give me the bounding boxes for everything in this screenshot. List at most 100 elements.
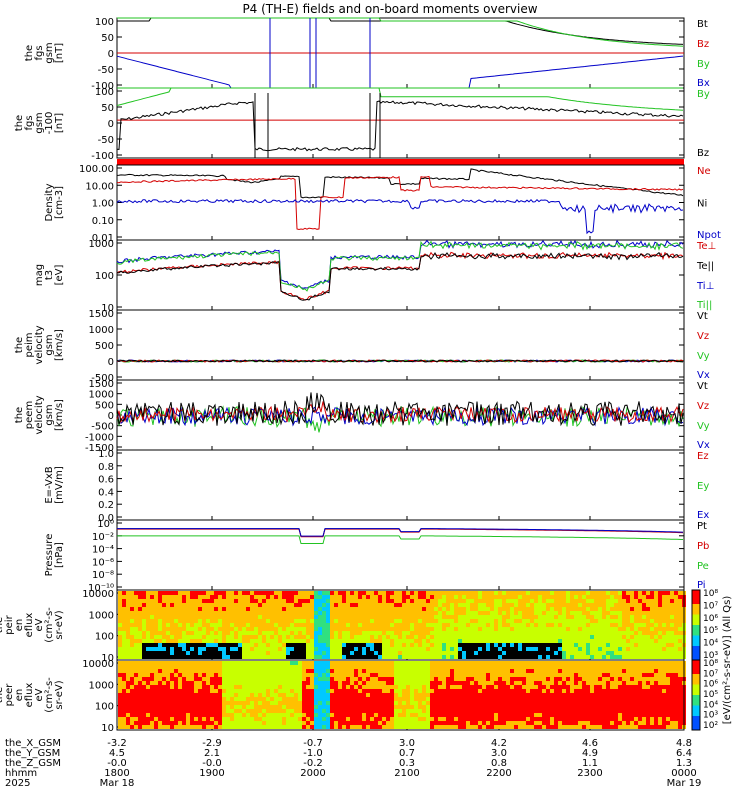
spec-cell: [514, 697, 518, 701]
spec-cell: [154, 655, 158, 659]
spec-cell: [346, 615, 350, 619]
spec-cell: [466, 643, 470, 647]
spec-cell: [350, 685, 354, 689]
spec-cell: [274, 725, 278, 729]
ytick-label: 10.00: [85, 181, 114, 192]
xaxis-value: -0.2: [303, 758, 323, 769]
spec-cell: [526, 725, 530, 729]
spec-cell: [398, 689, 402, 693]
spec-cell: [610, 725, 614, 729]
spec-cell: [346, 677, 350, 681]
spec-cell: [402, 647, 406, 651]
spec-cell: [366, 615, 370, 619]
spec-cell: [498, 717, 502, 721]
spec-cell: [190, 705, 194, 709]
spec-cell: [478, 619, 482, 623]
xaxis-row-label: 2025: [5, 778, 30, 789]
spec-cell: [126, 701, 130, 705]
spec-cell: [134, 677, 138, 681]
spec-cell: [298, 685, 302, 689]
spec-cell: [282, 713, 286, 717]
spec-cell: [614, 631, 618, 635]
spec-cell: [582, 701, 586, 705]
spec-cell: [386, 717, 390, 721]
spec-cell: [626, 721, 630, 725]
spec-cell: [150, 713, 154, 717]
spec-cell: [474, 717, 478, 721]
spec-cell: [350, 655, 354, 659]
spec-cell: [234, 673, 238, 677]
spec-cell: [266, 599, 270, 603]
spec-cell: [234, 595, 238, 599]
spec-cell: [118, 685, 122, 689]
spec-cell: [318, 689, 322, 693]
spec-cell: [462, 635, 466, 639]
spec-cell: [254, 643, 258, 647]
spec-cell: [258, 599, 262, 603]
spec-cell: [582, 725, 586, 729]
spec-cell: [602, 685, 606, 689]
spec-cell: [522, 725, 526, 729]
spec-cell: [266, 677, 270, 681]
spec-cell: [390, 713, 394, 717]
spec-cell: [354, 661, 358, 665]
spec-cell: [438, 685, 442, 689]
spec-cell: [558, 647, 562, 651]
spec-cell: [262, 701, 266, 705]
spec-cell: [454, 603, 458, 607]
spec-cell: [170, 655, 174, 659]
spec-cell: [238, 677, 242, 681]
spec-cell: [254, 607, 258, 611]
spec-cell: [514, 619, 518, 623]
spec-cell: [522, 591, 526, 595]
spec-cell: [626, 709, 630, 713]
spec-cell: [394, 709, 398, 713]
spec-cell: [458, 651, 462, 655]
spec-cell: [646, 655, 650, 659]
spec-cell: [306, 709, 310, 713]
spec-cell: [478, 647, 482, 651]
spec-cell: [142, 655, 146, 659]
spec-cell: [410, 693, 414, 697]
spec-cell: [586, 655, 590, 659]
spec-cell: [290, 631, 294, 635]
spec-cell: [338, 693, 342, 697]
spec-cell: [574, 689, 578, 693]
spec-cell: [326, 599, 330, 603]
spec-cell: [314, 673, 318, 677]
spec-cell: [270, 693, 274, 697]
spec-cell: [274, 701, 278, 705]
spec-cell: [258, 611, 262, 615]
spec-cell: [194, 669, 198, 673]
spec-cell: [510, 635, 514, 639]
spec-cell: [310, 611, 314, 615]
spec-cell: [286, 611, 290, 615]
spec-cell: [402, 627, 406, 631]
spec-cell: [394, 705, 398, 709]
spec-cell: [334, 623, 338, 627]
spec-cell: [470, 599, 474, 603]
spec-cell: [422, 627, 426, 631]
spec-cell: [158, 631, 162, 635]
spec-cell: [570, 655, 574, 659]
legend-Vy: Vy: [697, 421, 710, 432]
spec-cell: [362, 725, 366, 729]
spec-cell: [426, 677, 430, 681]
spec-cell: [434, 669, 438, 673]
xaxis-value: 3.0: [491, 748, 507, 759]
spec-cell: [646, 603, 650, 607]
spec-cell: [230, 599, 234, 603]
spec-cell: [578, 643, 582, 647]
spec-cell: [458, 665, 462, 669]
spec-cell: [342, 595, 346, 599]
spec-cell: [322, 721, 326, 725]
spec-cell: [466, 603, 470, 607]
spec-cell: [154, 721, 158, 725]
spec-cell: [310, 655, 314, 659]
spec-cell: [602, 647, 606, 651]
spec-cell: [646, 591, 650, 595]
spec-cell: [134, 631, 138, 635]
spec-cell: [366, 647, 370, 651]
spec-cell: [310, 669, 314, 673]
spec-cell: [570, 713, 574, 717]
